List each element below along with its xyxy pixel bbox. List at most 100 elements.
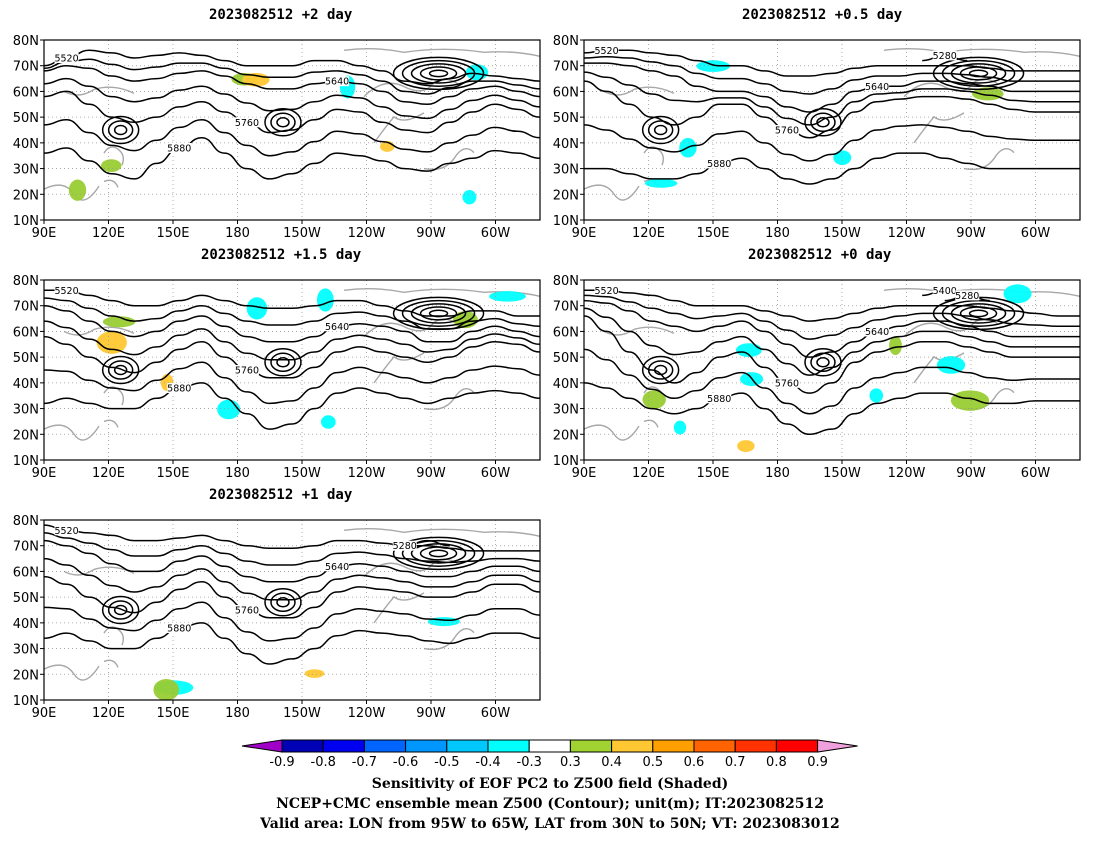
- contour-label: 5640: [865, 327, 889, 338]
- contour-label-bg: [54, 53, 79, 63]
- lat-label: 50N: [13, 111, 39, 126]
- contour-label-bg: [707, 158, 732, 169]
- lat-label: 50N: [13, 591, 39, 606]
- colorbar-arrow-left: [241, 739, 283, 753]
- cyan-shading: [735, 343, 762, 358]
- lon-label: 120W: [888, 226, 926, 240]
- contour-label-bg: [167, 143, 192, 153]
- contour-intermediate: [43, 320, 541, 361]
- coastline: [913, 112, 965, 144]
- lat-label: 60N: [13, 325, 39, 340]
- lat-label: 10N: [13, 214, 39, 229]
- contour-5520: [43, 49, 541, 85]
- closed-contour: [804, 348, 842, 377]
- lat-label: 10N: [13, 694, 39, 709]
- contour-intermediate: [43, 361, 541, 405]
- colorbar-box: [775, 739, 819, 753]
- colorbar-box: [487, 739, 530, 753]
- caption-line-1: Sensitivity of EOF PC2 to Z500 field (Sh…: [371, 776, 729, 792]
- panel-plus0.5day: 2023082512 +0.5 day 5520 5640 5760 5880 5280…: [540, 0, 1100, 240]
- lat-label: 50N: [13, 351, 39, 366]
- sensitivity-shading: [96, 288, 526, 429]
- lon-label: 120E: [92, 466, 125, 480]
- contour-label-bg: [234, 365, 259, 375]
- contour-label: 5880: [707, 159, 731, 170]
- lat-label: 30N: [13, 643, 39, 658]
- closed-contour: [107, 120, 134, 140]
- lat-label: 50N: [553, 351, 579, 366]
- lon-label: 120E: [92, 706, 125, 720]
- colorbar-label: 0.8: [766, 755, 787, 770]
- contour-5760: [43, 90, 541, 134]
- panel-title: 2023082512 +2 day: [209, 7, 353, 23]
- contour-5880: [43, 136, 541, 180]
- lon-label: 60W: [1021, 226, 1051, 240]
- coastline: [103, 659, 119, 668]
- contour-label-bg: [594, 285, 619, 296]
- lat-label: 70N: [13, 300, 39, 315]
- colorbar-label: -0.9: [269, 755, 294, 770]
- z500-contours: [583, 49, 1080, 185]
- map-frame: [583, 39, 1081, 221]
- colorbar-box: [281, 739, 324, 753]
- cyan-shading: [869, 388, 884, 403]
- contour-label: 5640: [325, 322, 349, 333]
- yellow-shading: [304, 669, 325, 678]
- lon-label: 150E: [156, 706, 189, 720]
- lat-label: 30N: [553, 163, 579, 178]
- contour-label-bg: [54, 525, 79, 536]
- z500-contours: [43, 524, 541, 665]
- closed-contour: [101, 595, 140, 625]
- contour-label-bg: [234, 605, 259, 615]
- map-frame: [583, 279, 1081, 461]
- lon-label: 150E: [156, 466, 189, 480]
- lat-label: 80N: [13, 514, 39, 529]
- closed-contour: [392, 296, 485, 331]
- closed-contour: [950, 303, 1007, 324]
- contour-label-bg: [234, 117, 259, 128]
- contour-5760: [583, 315, 1080, 394]
- axes: 10N 20N 30N 40N 50N 60N 70N 80N 90E 120E 150E 180 15…: [13, 274, 511, 480]
- green-shading: [68, 179, 87, 201]
- closed-contour: [410, 543, 467, 564]
- closed-contour: [419, 546, 458, 561]
- closed-contour: [410, 303, 467, 324]
- cyan-shading: [833, 150, 852, 165]
- yellow-shading: [737, 440, 755, 453]
- closed-contour: [810, 352, 836, 373]
- colorbar-label: -0.7: [352, 755, 377, 770]
- lon-label: 120E: [92, 226, 125, 240]
- closed-contour: [641, 115, 680, 145]
- coastline: [883, 47, 1081, 57]
- closed-contour: [264, 588, 302, 617]
- closed-contour: [401, 299, 476, 327]
- contour-label-bg: [594, 45, 619, 56]
- coastline: [883, 287, 1081, 297]
- contour-5640: [43, 304, 541, 343]
- closed-contour: [270, 352, 296, 373]
- cyan-shading: [489, 291, 526, 302]
- contour-label-bg: [325, 561, 350, 572]
- axes: 10N 20N 30N 40N 50N 60N 70N 80N 90E 120E 150E 180 15…: [553, 34, 1051, 240]
- lon-label: 150W: [283, 226, 321, 240]
- lon-label: 60W: [481, 706, 511, 720]
- green-shading: [950, 390, 990, 411]
- closed-contour: [653, 124, 668, 136]
- lon-label: 90E: [572, 226, 597, 240]
- lat-label: 10N: [13, 454, 39, 469]
- coastline: [103, 179, 119, 188]
- contour-label: 5880: [707, 394, 731, 405]
- contour-label-bg: [707, 393, 732, 404]
- colorbar-label: -0.6: [393, 755, 418, 770]
- z500-contours: [43, 289, 541, 430]
- contour-label: 5280: [933, 51, 957, 62]
- lon-label: 150E: [156, 226, 189, 240]
- contour-intermediate: [43, 532, 541, 566]
- colorbar-label: 0.7: [725, 755, 746, 770]
- closed-contour: [392, 536, 485, 571]
- closed-contour: [276, 597, 290, 608]
- coastline: [63, 566, 135, 576]
- coastline: [963, 148, 1015, 171]
- contour-label: 5760: [775, 378, 799, 389]
- coastline: [103, 419, 119, 428]
